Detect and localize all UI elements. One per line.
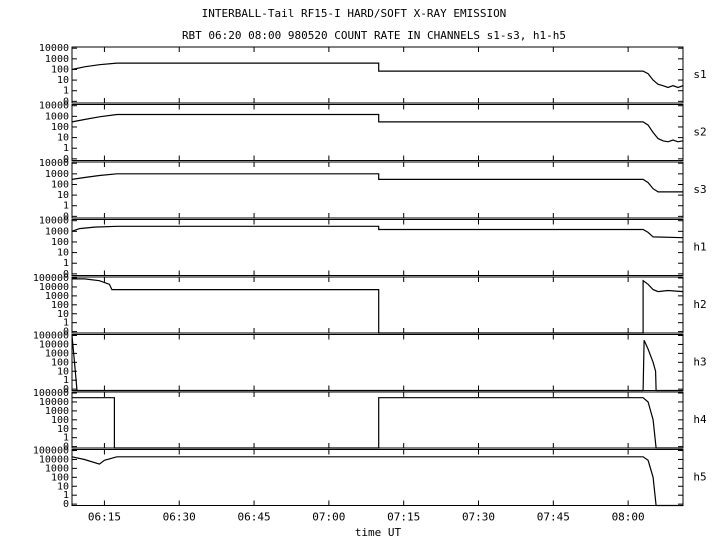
y-tick-label: 0: [63, 211, 69, 222]
x-tick-label: 07:30: [462, 511, 495, 524]
y-tick-label: 1000: [45, 463, 69, 474]
legend-label: h4: [693, 413, 707, 426]
x-tick-label: 08:00: [612, 511, 645, 524]
panel-frame: [71, 276, 684, 334]
y-tick-label: 100: [51, 237, 69, 248]
x-tick-label: 07:45: [537, 511, 570, 524]
y-tick-label: 1: [63, 318, 69, 329]
x-tick-label: 06:15: [88, 511, 121, 524]
data-line: [71, 173, 683, 193]
y-tick-label: 10: [57, 248, 69, 259]
y-tick-label: 10: [57, 190, 69, 201]
data-line: [71, 335, 683, 392]
panel-frame: [71, 46, 684, 104]
y-tick-label: 100: [51, 472, 69, 483]
y-tick-label: 100: [51, 415, 69, 426]
y-tick-label: 10000: [39, 158, 69, 169]
chart-subtitle: RBT 06:20 08:00 980520 COUNT RATE IN CHA…: [182, 29, 566, 42]
x-tick-label: 07:00: [312, 511, 345, 524]
y-tick-label: 100: [51, 64, 69, 75]
y-tick-label: 100000: [33, 273, 69, 284]
y-tick-label: 10000: [39, 216, 69, 227]
y-tick-label: 100: [51, 357, 69, 368]
y-tick-label: 0: [63, 269, 69, 280]
y-tick-label: 10: [57, 481, 69, 492]
legend-label: h1: [693, 241, 706, 254]
x-axis-label: time UT: [355, 526, 402, 539]
x-tick-label: 06:30: [163, 511, 196, 524]
y-tick-label: 1: [63, 86, 69, 97]
y-tick-label: 10000: [39, 282, 69, 293]
y-tick-label: 0: [63, 154, 69, 165]
y-tick-label: 100: [51, 179, 69, 190]
y-tick-label: 0: [63, 499, 69, 510]
y-tick-label: 100: [51, 300, 69, 311]
y-tick-label: 0: [63, 442, 69, 453]
y-tick-label: 1: [63, 490, 69, 501]
y-tick-label: 100000: [33, 446, 69, 457]
y-tick-label: 1: [63, 143, 69, 154]
panel-frame: [71, 161, 684, 219]
y-tick-label: 100000: [33, 331, 69, 342]
y-tick-label: 1000: [45, 348, 69, 359]
panel-frame: [71, 104, 684, 161]
panel-frame: [71, 219, 684, 276]
data-line: [71, 456, 683, 507]
y-tick-label: 1000: [45, 291, 69, 302]
x-tick-label: 06:45: [237, 511, 270, 524]
y-tick-label: 1000: [45, 111, 69, 122]
y-tick-label: 1000: [45, 54, 69, 65]
y-tick-label: 100: [51, 122, 69, 133]
legend-label: s2: [693, 126, 706, 139]
y-tick-label: 1000: [45, 169, 69, 180]
legend-label: h2: [693, 298, 706, 311]
y-tick-label: 1: [63, 375, 69, 386]
y-tick-label: 10: [57, 75, 69, 86]
panel-frame: [71, 334, 684, 391]
data-line: [72, 397, 683, 449]
chart-title: INTERBALL-Tail RF15-I HARD/SOFT X-RAY EM…: [202, 7, 507, 20]
y-tick-label: 0: [63, 384, 69, 395]
y-tick-label: 10000: [39, 454, 69, 465]
y-tick-label: 100000: [33, 388, 69, 399]
y-tick-label: 0: [63, 327, 69, 338]
data-line: [71, 62, 684, 89]
y-tick-label: 10: [57, 366, 69, 377]
y-tick-label: 1000: [45, 406, 69, 417]
y-tick-label: 10: [57, 424, 69, 435]
y-tick-label: 0: [63, 96, 69, 107]
y-tick-label: 10: [57, 309, 69, 320]
y-tick-label: 10000: [39, 43, 69, 54]
y-tick-label: 10000: [39, 101, 69, 112]
y-tick-label: 1: [63, 258, 69, 269]
y-tick-label: 10000: [39, 397, 69, 408]
legend-label: h5: [693, 471, 706, 484]
legend-label: s3: [693, 183, 706, 196]
y-tick-label: 10: [57, 133, 69, 144]
y-tick-label: 10000: [39, 339, 69, 350]
panel-frame: [71, 449, 684, 506]
data-line: [71, 113, 684, 143]
legend-label: h3: [693, 356, 706, 369]
y-tick-label: 1: [63, 433, 69, 444]
x-tick-label: 07:15: [387, 511, 420, 524]
data-line: [72, 278, 684, 334]
y-tick-label: 1: [63, 201, 69, 212]
legend-label: s1: [693, 68, 706, 81]
y-tick-label: 1000: [45, 226, 69, 237]
data-line: [71, 225, 684, 239]
panel-frame: [71, 391, 684, 449]
